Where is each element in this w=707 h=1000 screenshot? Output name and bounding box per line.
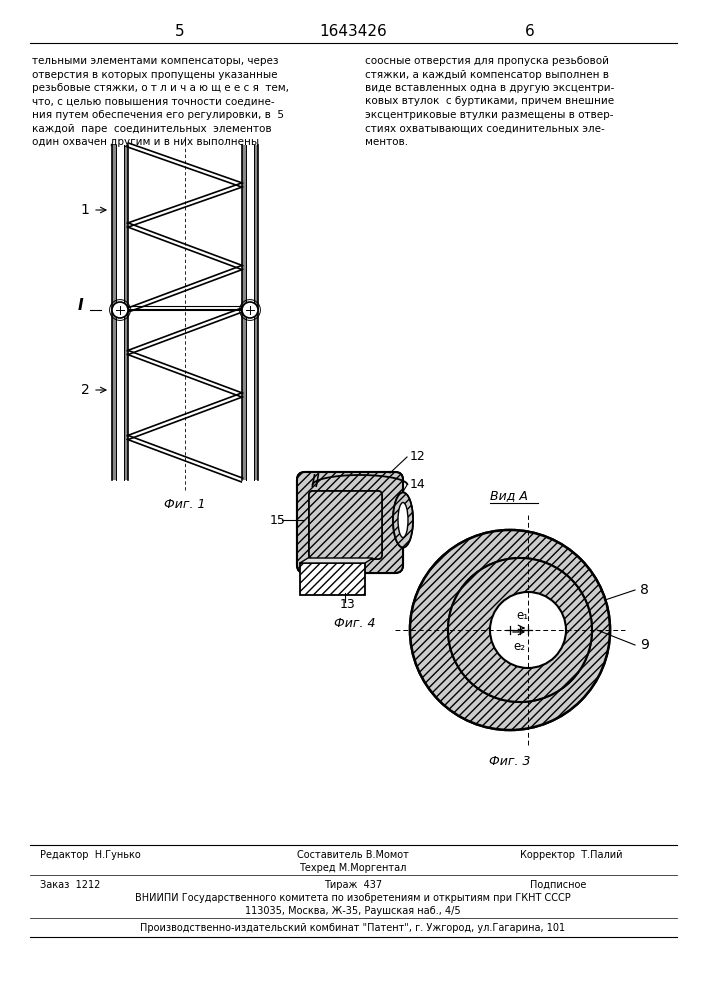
Ellipse shape: [393, 492, 413, 548]
Circle shape: [410, 530, 610, 730]
Ellipse shape: [398, 502, 408, 538]
Text: ния путем обеспечения его регулировки, в  5: ния путем обеспечения его регулировки, в…: [32, 110, 284, 120]
Text: 1643426: 1643426: [319, 24, 387, 39]
Text: Тираж  437: Тираж 437: [324, 880, 382, 890]
Text: 8: 8: [640, 583, 649, 597]
Text: отверстия в которых пропущены указанные: отверстия в которых пропущены указанные: [32, 70, 278, 80]
FancyBboxPatch shape: [297, 472, 403, 573]
Text: 12: 12: [410, 450, 426, 464]
Text: резьбовые стяжки, о т л и ч а ю щ е е с я  тем,: резьбовые стяжки, о т л и ч а ю щ е е с …: [32, 83, 289, 93]
Text: стиях охватывающих соединительных эле-: стиях охватывающих соединительных эле-: [365, 123, 604, 133]
Text: ковых втулок  с буртиками, причем внешние: ковых втулок с буртиками, причем внешние: [365, 97, 614, 106]
Text: 113035, Москва, Ж-35, Раушская наб., 4/5: 113035, Москва, Ж-35, Раушская наб., 4/5: [245, 906, 461, 916]
Text: каждой  паре  соединительных  элементов: каждой паре соединительных элементов: [32, 123, 271, 133]
Bar: [300, 563, 365, 595]
Text: стяжки, а каждый компенсатор выполнен в: стяжки, а каждый компенсатор выполнен в: [365, 70, 609, 80]
Text: Вид А: Вид А: [490, 489, 528, 502]
Text: Корректор  Т.Палий: Корректор Т.Палий: [520, 850, 622, 860]
Text: Составитель В.Момот: Составитель В.Момот: [297, 850, 409, 860]
Text: 13: 13: [340, 598, 356, 611]
Text: e₂: e₂: [513, 640, 525, 653]
FancyBboxPatch shape: [297, 472, 403, 573]
Text: ментов.: ментов.: [365, 137, 408, 147]
Text: 1: 1: [81, 203, 90, 217]
Circle shape: [448, 558, 592, 702]
Text: Заказ  1212: Заказ 1212: [40, 880, 100, 890]
Text: 5: 5: [175, 24, 185, 39]
Text: 9: 9: [640, 638, 649, 652]
Text: e₁: e₁: [516, 609, 528, 622]
Text: Фиг. 3: Фиг. 3: [489, 755, 531, 768]
Text: один охвачен другим и в них выполнены: один охвачен другим и в них выполнены: [32, 137, 259, 147]
FancyBboxPatch shape: [309, 491, 382, 559]
Circle shape: [490, 592, 566, 668]
Text: II: II: [310, 473, 320, 491]
Polygon shape: [300, 558, 373, 563]
Text: I: I: [77, 298, 83, 312]
Text: Фиг. 4: Фиг. 4: [334, 617, 375, 630]
Text: Техред М.Моргентал: Техред М.Моргентал: [299, 863, 407, 873]
Ellipse shape: [393, 492, 413, 548]
Text: 6: 6: [525, 24, 535, 39]
Circle shape: [112, 302, 128, 318]
Text: Редактор  Н.Гунько: Редактор Н.Гунько: [40, 850, 141, 860]
Text: Подписное: Подписное: [530, 880, 586, 890]
Text: Фиг. 1: Фиг. 1: [164, 498, 206, 511]
Text: эксцентриковые втулки размещены в отвер-: эксцентриковые втулки размещены в отвер-: [365, 110, 614, 120]
Circle shape: [448, 558, 592, 702]
Text: соосные отверстия для пропуска резьбовой: соосные отверстия для пропуска резьбовой: [365, 56, 609, 66]
Text: Производственно-издательский комбинат "Патент", г. Ужгород, ул.Гагарина, 101: Производственно-издательский комбинат "П…: [141, 923, 566, 933]
Circle shape: [410, 530, 610, 730]
Text: 2: 2: [81, 383, 89, 397]
Text: тельными элементами компенсаторы, через: тельными элементами компенсаторы, через: [32, 56, 279, 66]
Text: 14: 14: [410, 479, 426, 491]
Text: что, с целью повышения точности соедине-: что, с целью повышения точности соедине-: [32, 97, 274, 106]
Circle shape: [242, 302, 258, 318]
FancyBboxPatch shape: [309, 491, 382, 559]
Text: ВНИИПИ Государственного комитета по изобретениям и открытиям при ГКНТ СССР: ВНИИПИ Государственного комитета по изоб…: [135, 893, 571, 903]
Text: виде вставленных одна в другую эксцентри-: виде вставленных одна в другую эксцентри…: [365, 83, 614, 93]
Text: 15: 15: [270, 514, 286, 526]
